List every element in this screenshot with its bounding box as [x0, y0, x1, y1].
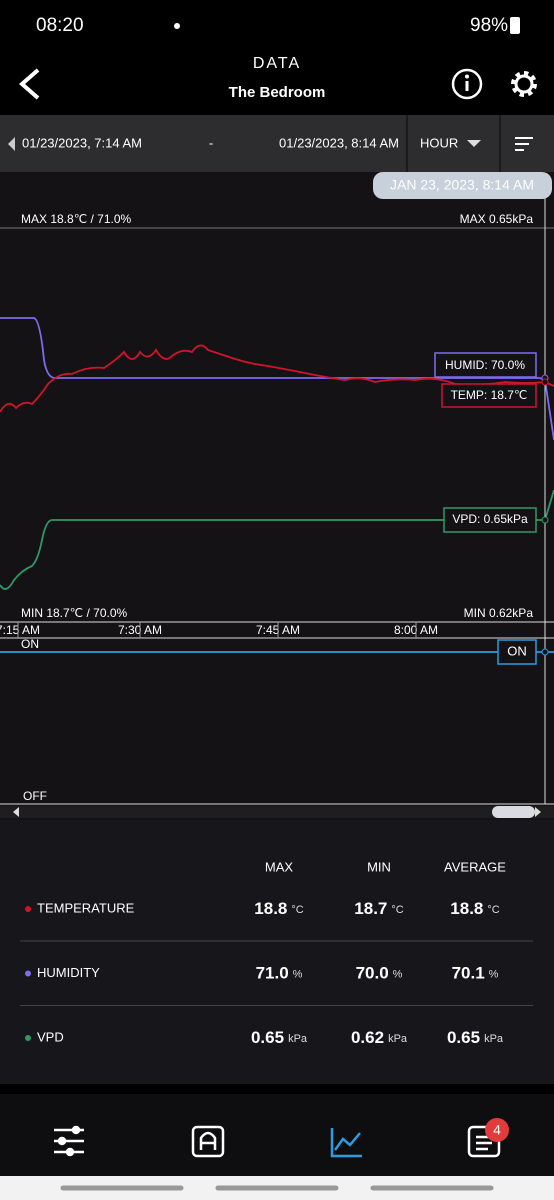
stat-unit: kPa [484, 1033, 504, 1045]
header-subtitle: The Bedroom [229, 84, 326, 101]
stat-number: 0.65 [251, 1028, 284, 1047]
off-label: OFF [23, 789, 47, 803]
nav-data[interactable] [330, 1128, 362, 1158]
status-battery: 98% [470, 15, 508, 36]
tooltip [373, 172, 552, 199]
stat-value: 18.7 °C [354, 899, 403, 918]
legend-dot [25, 970, 31, 977]
column-header: MAX [265, 859, 294, 874]
stat-number: 70.0 [356, 964, 389, 983]
stat-number: 70.1 [452, 964, 485, 983]
interval-dropdown[interactable] [467, 140, 481, 147]
vpd-line [0, 489, 554, 590]
stat-value: 18.8 °C [254, 899, 303, 918]
status-time: 08:20 [36, 15, 84, 36]
row-name: TEMPERATURE [37, 900, 135, 915]
battery-icon [510, 17, 520, 34]
min-left: MIN 18.7℃ / 70.0% [21, 606, 128, 620]
stat-number: 18.7 [354, 899, 387, 918]
stats-panel [0, 820, 554, 1084]
stat-unit: kPa [288, 1033, 308, 1045]
humid-label: HUMID: 70.0% [445, 358, 525, 372]
max-right: MAX 0.65kPa [460, 212, 534, 226]
scrollbar-thumb[interactable] [492, 806, 535, 818]
vpd-label-box [443, 507, 537, 533]
row-name: VPD [37, 1029, 64, 1044]
temp-label-box [441, 383, 537, 408]
chart-area [0, 172, 554, 820]
stat-unit: °C [391, 904, 403, 916]
scroll-left[interactable] [13, 807, 19, 817]
stat-unit: °C [487, 904, 499, 916]
range-prev[interactable] [8, 137, 15, 151]
stat-value: 18.8 °C [450, 899, 499, 918]
range-separator: - [209, 135, 213, 150]
range-start[interactable]: 01/23/2023, 7:14 AM [22, 135, 142, 150]
x-axis-label: 7:15 AM [0, 623, 40, 637]
state-box [497, 639, 537, 665]
range-interval[interactable]: HOUR [420, 135, 458, 150]
stat-value: 0.65 kPa [251, 1028, 308, 1047]
header-title: DATA [253, 55, 301, 72]
stat-unit: % [393, 968, 403, 980]
vpd-label: VPD: 0.65kPa [452, 512, 528, 526]
nav-controls[interactable] [54, 1125, 84, 1157]
legend-dot [25, 906, 31, 912]
temp-label: TEMP: 18.7℃ [451, 388, 528, 402]
range-bar [0, 115, 554, 172]
stat-number: 18.8 [254, 899, 287, 918]
scroll-right[interactable] [535, 807, 541, 817]
row-name: HUMIDITY [37, 965, 100, 980]
nav-badge [485, 1118, 509, 1142]
column-header: AVERAGE [444, 859, 506, 874]
vpd-point [541, 516, 549, 524]
status-dot [174, 23, 180, 29]
tooltip-text: JAN 23, 2023, 8:14 AM [390, 177, 534, 193]
legend-dot [25, 1035, 31, 1041]
state-label: ON [507, 643, 527, 658]
nav-auto[interactable] [191, 1125, 225, 1158]
stat-number: 0.62 [351, 1028, 384, 1047]
back-button[interactable] [18, 68, 40, 100]
nav-badge-count: 4 [493, 1122, 501, 1138]
settings-button[interactable] [511, 71, 537, 97]
stat-unit: kPa [388, 1033, 408, 1045]
stat-value: 71.0% [256, 964, 303, 983]
sort-button[interactable] [515, 137, 533, 151]
stat-value: 0.62 kPa [351, 1028, 408, 1047]
temperature-line [0, 344, 554, 413]
stat-number: 71.0 [256, 964, 289, 983]
temp-point [541, 378, 549, 386]
bottom-nav [0, 1094, 554, 1176]
range-end[interactable]: 01/23/2023, 8:14 AM [279, 135, 399, 150]
min-right: MIN 0.62kPa [464, 606, 534, 620]
on-label: ON [21, 637, 39, 651]
max-left: MAX 18.8℃ / 71.0% [21, 212, 132, 226]
stat-unit: °C [291, 904, 303, 916]
stat-number: 0.65 [447, 1028, 480, 1047]
stat-value: 70.0% [356, 964, 403, 983]
stat-value: 70.1% [452, 964, 499, 983]
state-point [541, 648, 549, 656]
stat-unit: % [489, 968, 499, 980]
info-button[interactable] [451, 68, 483, 100]
stat-value: 0.65 kPa [447, 1028, 504, 1047]
stat-number: 18.8 [450, 899, 483, 918]
stat-unit: % [293, 968, 303, 980]
column-header: MIN [367, 859, 391, 874]
scrollbar-track [0, 806, 554, 818]
humid-label-box [434, 352, 537, 378]
